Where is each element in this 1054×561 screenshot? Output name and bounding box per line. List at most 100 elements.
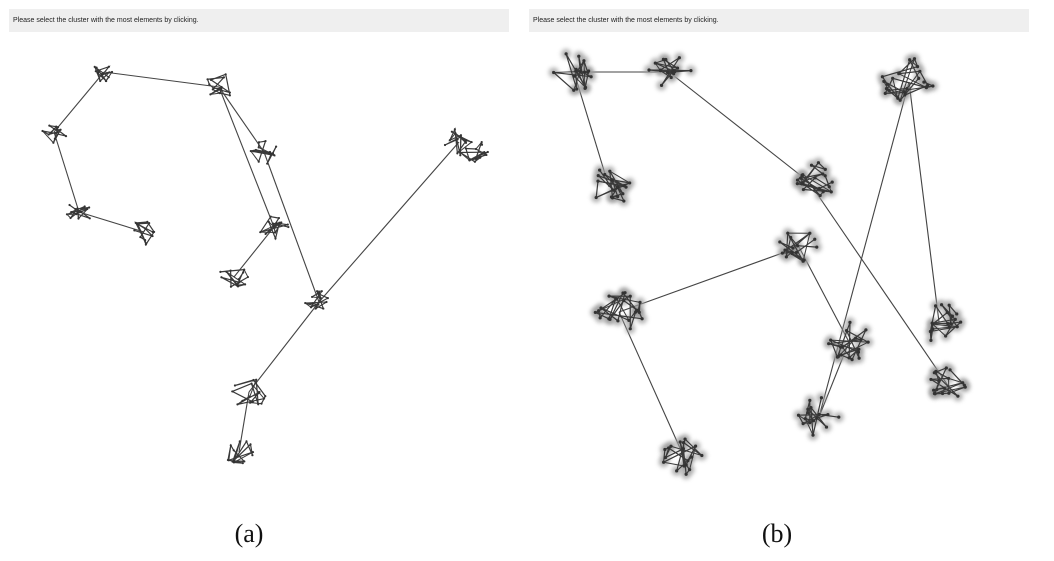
element-node	[326, 297, 329, 300]
cluster-edge	[930, 326, 958, 332]
element-node	[912, 57, 917, 61]
element-node	[850, 358, 854, 362]
element-node	[309, 306, 313, 309]
element-node	[945, 310, 949, 315]
cluster-path	[42, 125, 67, 143]
element-node	[802, 258, 806, 262]
cluster-edge	[228, 459, 243, 464]
element-node	[669, 75, 673, 80]
element-node	[891, 76, 895, 80]
cluster[interactable]	[925, 363, 971, 402]
cluster[interactable]	[877, 53, 938, 106]
element-node	[70, 210, 73, 214]
cluster[interactable]	[41, 124, 68, 144]
cluster[interactable]	[259, 215, 290, 241]
element-node	[597, 309, 601, 313]
element-node	[148, 222, 151, 225]
cluster[interactable]	[591, 165, 635, 207]
cluster[interactable]	[249, 139, 278, 165]
cluster-edge	[42, 130, 54, 144]
cluster[interactable]	[590, 287, 648, 334]
element-node	[795, 182, 799, 186]
cluster[interactable]	[304, 290, 330, 311]
element-node	[675, 469, 679, 473]
element-node	[596, 179, 600, 183]
instruction-bar: Please select the cluster with the most …	[9, 9, 509, 32]
element-node	[929, 377, 933, 382]
element-node	[896, 96, 900, 100]
element-node	[206, 78, 209, 81]
cluster-link	[318, 141, 460, 303]
element-node	[268, 151, 271, 154]
element-node	[615, 185, 620, 189]
cluster-edge	[260, 222, 282, 233]
cluster[interactable]	[548, 48, 597, 96]
element-node	[819, 396, 824, 400]
element-node	[621, 192, 625, 196]
cluster-edge	[573, 60, 585, 91]
element-node	[664, 57, 668, 62]
cluster[interactable]	[206, 73, 232, 97]
element-node	[577, 54, 581, 58]
element-node	[220, 87, 223, 91]
cluster-edge	[932, 326, 950, 330]
cluster[interactable]	[793, 392, 844, 441]
cluster-path	[444, 127, 472, 156]
element-node	[784, 255, 788, 259]
element-node	[233, 384, 237, 387]
panel-a: Please select the cluster with the most …	[9, 9, 509, 509]
element-node	[100, 73, 103, 76]
cluster-link	[233, 226, 275, 278]
element-node	[903, 93, 907, 97]
element-node	[470, 140, 473, 144]
element-node	[661, 57, 666, 61]
element-node	[464, 147, 468, 150]
cluster[interactable]	[458, 140, 489, 163]
element-node	[932, 388, 936, 392]
panel-b: Please select the cluster with the most …	[529, 9, 1029, 509]
cluster[interactable]	[93, 65, 114, 83]
element-node	[684, 472, 688, 476]
element-node	[322, 307, 325, 310]
cluster-edge	[233, 451, 254, 463]
cluster[interactable]	[133, 220, 156, 247]
cluster[interactable]	[230, 378, 267, 406]
cluster[interactable]	[823, 317, 874, 365]
cluster[interactable]	[774, 228, 822, 267]
element-node	[52, 141, 55, 144]
element-node	[808, 421, 812, 425]
element-node	[959, 320, 963, 324]
cluster[interactable]	[443, 127, 473, 157]
element-node	[829, 338, 833, 342]
element-node	[464, 139, 467, 143]
element-node	[217, 88, 221, 91]
element-node	[225, 270, 228, 273]
element-node	[586, 70, 590, 74]
element-node	[459, 134, 463, 137]
cluster[interactable]	[925, 299, 966, 346]
element-node	[236, 403, 239, 406]
cluster[interactable]	[644, 52, 696, 91]
cluster[interactable]	[65, 203, 91, 220]
element-node	[220, 85, 223, 89]
cluster[interactable]	[219, 268, 250, 288]
element-node	[252, 378, 255, 382]
element-node	[278, 221, 281, 224]
element-node	[829, 190, 833, 194]
element-node	[311, 302, 314, 305]
cluster[interactable]	[658, 434, 707, 480]
element-node	[209, 78, 213, 81]
element-node	[229, 285, 233, 288]
element-node	[133, 229, 136, 232]
element-node	[264, 394, 267, 398]
cluster-edge	[135, 221, 148, 224]
cluster[interactable]	[792, 157, 838, 201]
cluster[interactable]	[226, 440, 255, 465]
cluster-edge	[266, 146, 277, 164]
element-node	[146, 220, 149, 223]
cluster-edge	[583, 60, 586, 89]
element-node	[844, 328, 849, 333]
cluster-edge	[54, 129, 61, 139]
element-node	[684, 463, 688, 467]
element-node	[144, 227, 147, 231]
